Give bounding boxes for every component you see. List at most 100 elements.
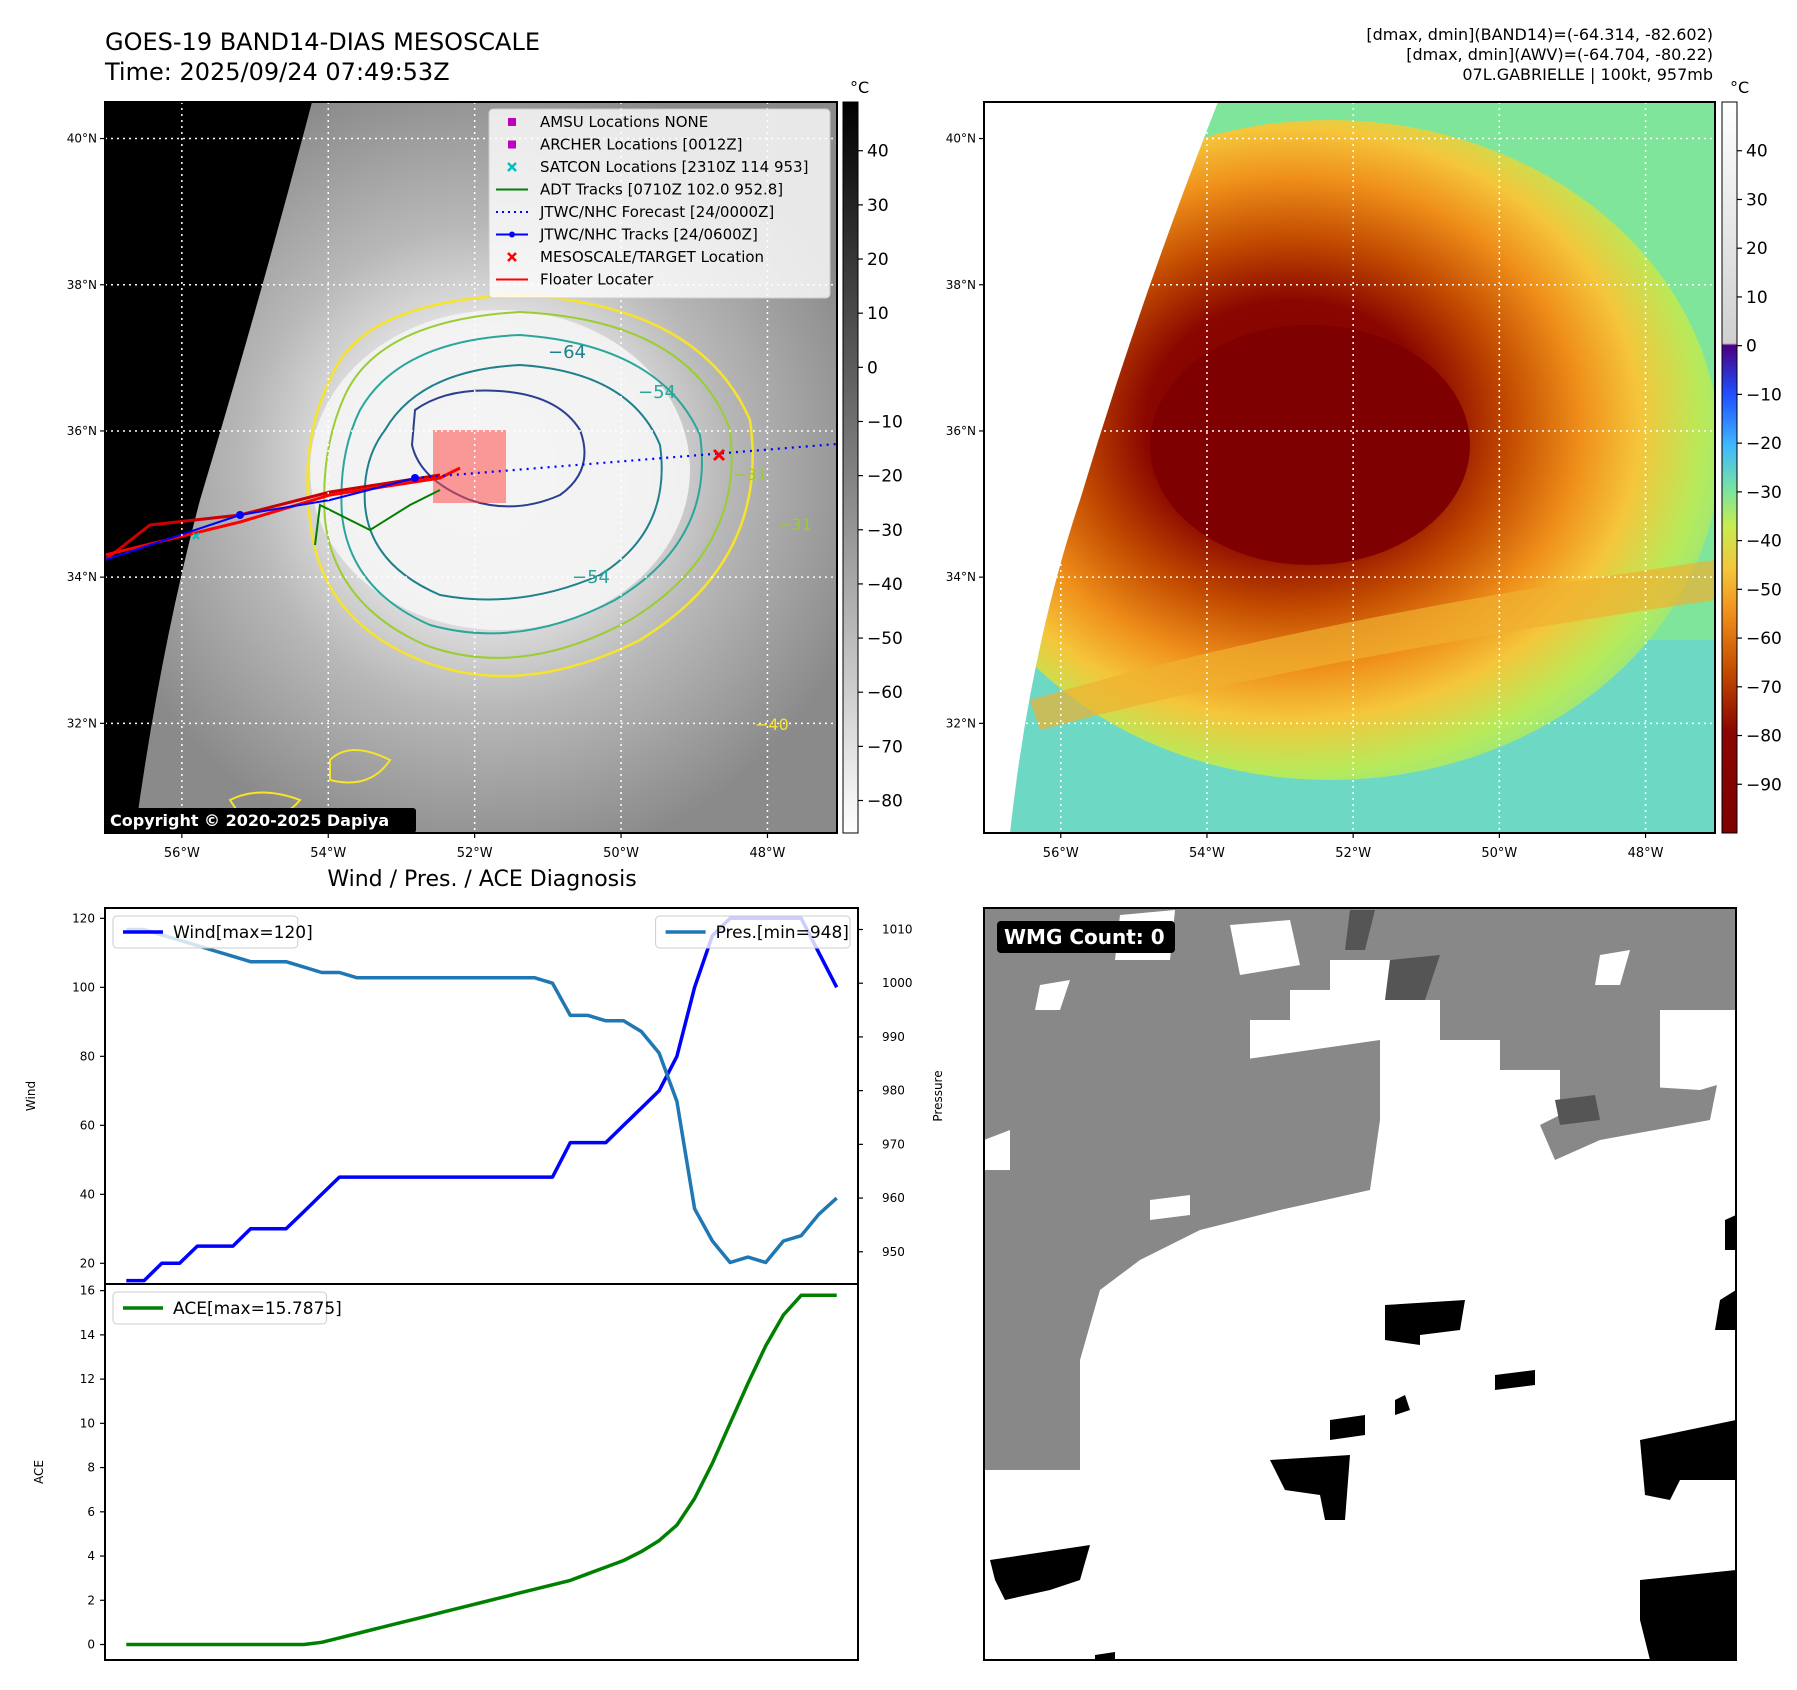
color-lon-tick-label: 56°W [1043, 846, 1079, 861]
time-title: Time: 2025/09/24 07:49:53Z [104, 58, 450, 86]
contour-label: −54 [572, 567, 610, 588]
colorbar-tick-label: 10 [867, 304, 889, 324]
legend-x-marker [507, 162, 517, 172]
chart-legend: Pres.[min=948] [655, 915, 851, 949]
legend-label: ADT Tracks [0710Z 102.0 952.8] [540, 181, 783, 199]
legend-item: SATCON Locations [2310Z 114 953] [507, 158, 808, 176]
legend-label: SATCON Locations [2310Z 114 953] [540, 158, 808, 176]
y-tick-label: 6 [87, 1505, 95, 1519]
contour-label: −31 [733, 465, 767, 484]
legend-label: ARCHER Locations [0012Z] [540, 136, 743, 154]
color-lat-tick-label: 38°N [946, 278, 976, 292]
legend-square-marker [508, 140, 516, 149]
ir-lat-tick-label: 40°N [67, 132, 97, 146]
colorbar-tick-label: −80 [1746, 727, 1782, 747]
colorbar-tick-label: −40 [867, 575, 903, 595]
series-line [126, 1293, 837, 1647]
ir-lon-tick-label: 52°W [457, 846, 493, 861]
y2-tick-label: 960 [882, 1191, 905, 1205]
color-lat-tick-label: 40°N [946, 132, 976, 146]
colorbar-tick-label: 20 [1746, 239, 1768, 259]
color-lon-tick-label: 54°W [1189, 846, 1225, 861]
colorbar-tick-label: −10 [1746, 385, 1782, 405]
chart-legend-label: ACE[max=15.7875] [173, 1299, 342, 1319]
colorbar-tick-label: −60 [867, 683, 903, 703]
colorbar-tick-label: −70 [867, 737, 903, 757]
ir-lon-tick-label: 50°W [603, 846, 639, 861]
copyright-badge: Copyright © 2020-2025 Dapiya [105, 808, 416, 833]
legend-item: JTWC/NHC Forecast [24/0000Z] [496, 203, 774, 221]
pressure-axis-label: Pressure [931, 1070, 945, 1121]
legend-item: AMSU Locations NONE [508, 113, 708, 131]
color-lon-tick-label: 52°W [1335, 846, 1371, 861]
colorbar-tick-label: −80 [867, 792, 903, 812]
y-tick-label: 40 [80, 1187, 95, 1201]
color-lon-tick-label: 50°W [1481, 846, 1517, 861]
y-tick-label: 2 [87, 1593, 95, 1607]
y2-tick-label: 970 [882, 1137, 905, 1151]
wmg-count-label: WMG Count: 0 [1004, 925, 1165, 949]
color-lat-tick-label: 34°N [946, 570, 976, 584]
ace-axis-label: ACE [32, 1460, 46, 1484]
ir-lat-tick-label: 36°N [67, 424, 97, 438]
colorbar-tick-label: 40 [1746, 142, 1768, 162]
ir-map-panel: −64 −54 −54 −31 −31 −40 AMSU Locations N… [67, 101, 838, 861]
colorbar-tick-label: −20 [867, 467, 903, 487]
colorbar-tick-label: 10 [1746, 288, 1768, 308]
y-tick-label: 20 [80, 1256, 95, 1270]
wmg-panel: WMG Count: 0 [983, 907, 1737, 1661]
y-tick-label: 14 [80, 1328, 95, 1342]
colorbar-tick-label: −50 [1746, 580, 1782, 600]
info-band14: [dmax, dmin](BAND14)=(-64.314, -82.602) [1366, 25, 1713, 44]
y2-tick-label: 1010 [882, 922, 913, 936]
main-title: GOES-19 BAND14-DIAS MESOSCALE [105, 28, 540, 56]
colorbar-tick-label: −10 [867, 412, 903, 432]
y-tick-label: 0 [87, 1638, 95, 1652]
colorbar-tick-label: −90 [1746, 775, 1782, 795]
y-tick-label: 4 [87, 1549, 95, 1563]
y2-tick-label: 980 [882, 1084, 905, 1098]
colorbar-tick-label: −20 [1746, 434, 1782, 454]
y2-tick-label: 1000 [882, 976, 913, 990]
legend-label: JTWC/NHC Tracks [24/0600Z] [539, 226, 758, 244]
y-tick-label: 12 [80, 1372, 95, 1386]
color-lon-tick-label: 48°W [1628, 846, 1664, 861]
ace-chart: 0 2 4 6 8 10 12 14 16 ACE[max=15.7875] ACE [32, 1283, 859, 1661]
info-awv: [dmax, dmin](AWV)=(-64.704, -80.22) [1406, 45, 1713, 64]
chart-legend-label: Pres.[min=948] [716, 923, 849, 943]
colorbar-unit: °C [850, 78, 869, 97]
ir-lon-tick-label: 48°W [750, 846, 786, 861]
colorbar-tick-label: 30 [1746, 190, 1768, 210]
colorbar-unit: °C [1730, 78, 1749, 97]
colorbar-tick-label: 30 [867, 196, 889, 216]
colorbar-tick-label: −30 [1746, 483, 1782, 503]
y-tick-label: 8 [87, 1461, 95, 1475]
contour-label: −54 [638, 382, 676, 403]
y2-tick-label: 990 [882, 1030, 905, 1044]
wind-axis-label: Wind [24, 1081, 38, 1111]
chart-legend: Wind[max=120] [112, 915, 313, 949]
colorbar-tick-label: −40 [1746, 532, 1782, 552]
y-tick-label: 100 [72, 980, 95, 994]
colorbar-tick-label: 0 [867, 358, 878, 378]
chart-legend-box [112, 915, 299, 949]
legend-item: MESOSCALE/TARGET Location [507, 248, 764, 266]
copyright-text: Copyright © 2020-2025 Dapiya [110, 811, 389, 830]
ir-lat-tick-label: 38°N [67, 278, 97, 292]
contour-label: −64 [548, 342, 586, 363]
legend-label: Floater Locater [540, 271, 654, 289]
contour-label: −40 [755, 715, 789, 734]
y2-tick-label: 950 [882, 1245, 905, 1259]
ir-lon-tick-label: 56°W [164, 846, 200, 861]
colorbar-tick-label: −50 [867, 629, 903, 649]
legend-dot [509, 231, 515, 238]
chart-legend-label: Wind[max=120] [173, 923, 313, 943]
colorbar-tick-label: −30 [867, 521, 903, 541]
chart-legend-box [655, 915, 851, 949]
legend-label: MESOSCALE/TARGET Location [540, 248, 764, 266]
ir-lat-tick-label: 34°N [67, 570, 97, 584]
gray-colorbar: °C 40 30 20 10 0 −10 −20 −30 −40 −50 −60 −70 −80 [842, 78, 903, 834]
chart-legend-box [112, 1291, 328, 1325]
y-tick-label: 10 [80, 1416, 95, 1430]
